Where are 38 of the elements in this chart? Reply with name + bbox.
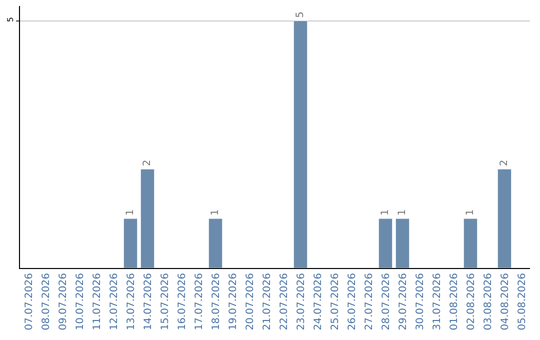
data-label: 2 bbox=[142, 160, 153, 166]
x-tick-label: 07.07.2026 bbox=[24, 273, 35, 330]
x-tick-label: 29.07.2026 bbox=[398, 273, 409, 330]
x-tick-label: 30.07.2026 bbox=[414, 273, 426, 330]
x-tick-label: 31.07.2026 bbox=[432, 273, 443, 330]
x-tick-label: 02.08.2026 bbox=[466, 273, 477, 330]
x-tick-label: 12.07.2026 bbox=[108, 273, 120, 330]
x-tick-label: 17.07.2026 bbox=[194, 273, 205, 330]
x-tick-label: 05.08.2026 bbox=[516, 273, 528, 330]
x-tick-label: 23.07.2026 bbox=[296, 273, 307, 330]
x-tick-label: 03.08.2026 bbox=[482, 273, 494, 330]
x-tick-label: 11.07.2026 bbox=[92, 273, 103, 330]
x-tick-label: 19.07.2026 bbox=[228, 273, 239, 330]
x-tick-label: 20.07.2026 bbox=[244, 273, 256, 330]
x-tick-label: 08.07.2026 bbox=[40, 273, 52, 330]
x-tick-label: 16.07.2026 bbox=[176, 273, 188, 330]
x-tick-label: 01.08.2026 bbox=[448, 273, 460, 330]
data-label: 1 bbox=[125, 209, 136, 216]
x-tick-label: 04.08.2026 bbox=[500, 273, 511, 330]
x-tick-label: 09.07.2026 bbox=[58, 273, 69, 330]
data-label: 1 bbox=[380, 209, 391, 216]
data-label: 1 bbox=[465, 209, 476, 216]
x-tick-label: 28.07.2026 bbox=[380, 273, 392, 330]
x-tick-label: 10.07.2026 bbox=[74, 273, 86, 330]
data-label: 5 bbox=[295, 11, 306, 18]
x-tick-label: 13.07.2026 bbox=[126, 273, 137, 330]
data-label: 1 bbox=[210, 209, 221, 216]
x-tick-label: 26.07.2026 bbox=[346, 273, 358, 330]
x-tick-label: 25.07.2026 bbox=[330, 273, 341, 330]
x-tick-label: 14.07.2026 bbox=[142, 273, 154, 330]
x-tick-label: 18.07.2026 bbox=[210, 273, 222, 330]
x-tick-label: 21.07.2026 bbox=[262, 273, 273, 330]
data-label: 1 bbox=[397, 209, 408, 216]
data-label: 2 bbox=[499, 160, 510, 166]
x-tick-label: 24.07.2026 bbox=[312, 273, 324, 330]
x-tick-label: 22.07.2026 bbox=[278, 273, 290, 330]
x-tick-label: 27.07.2026 bbox=[364, 273, 375, 330]
x-tick-label: 15.07.2026 bbox=[160, 273, 171, 330]
